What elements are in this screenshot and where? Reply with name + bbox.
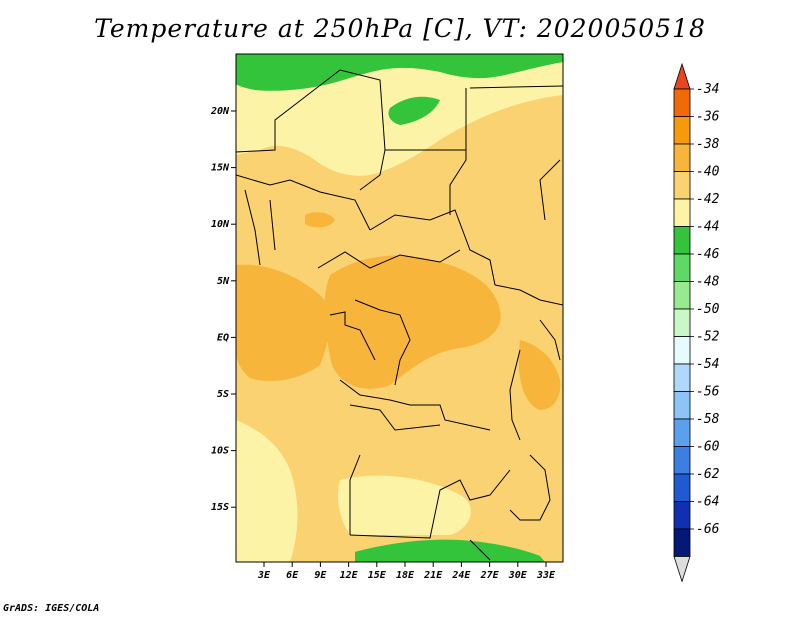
colorbar-label: -34 xyxy=(696,82,719,97)
lon-tick-label: 21E xyxy=(423,570,443,581)
colorbar-swatch xyxy=(673,171,691,200)
colorbar-label: -42 xyxy=(696,192,720,207)
colorbar-swatch xyxy=(673,528,691,557)
grads-credit: GrADS: IGES/COLA xyxy=(3,603,100,614)
warm-patch-nigeria xyxy=(305,212,335,228)
cold-band-north xyxy=(236,54,563,91)
colorbar-swatch xyxy=(673,363,691,392)
map-panel xyxy=(235,53,564,563)
colorbar-swatch xyxy=(673,446,691,475)
lon-tick-label: 18E xyxy=(396,570,415,581)
lon-tick-label: 3E xyxy=(257,570,271,581)
colorbar-swatch xyxy=(673,336,691,365)
lat-tick-label: 10N xyxy=(211,219,230,230)
lon-tick-label: 33E xyxy=(536,570,556,581)
colorbar-label: -62 xyxy=(696,467,720,482)
lon-tick-label: 6E xyxy=(286,570,299,581)
colorbar-swatch xyxy=(673,198,691,227)
colorbar: -34 -36 -38 -40 -42 -44 -46 -48 -50 -52 -54 -56 -58 -… xyxy=(673,62,720,583)
lat-axis: 20N 15N 10N 5N EQ 5S 10S 15S xyxy=(210,106,236,513)
lon-tick-label: 9E xyxy=(314,570,327,581)
colorbar-swatch xyxy=(673,253,691,282)
lon-tick-label: 30E xyxy=(508,570,528,581)
colorbar-label: -48 xyxy=(696,275,720,290)
colorbar-top-arrow xyxy=(673,62,691,90)
cold-patch-north xyxy=(388,96,440,125)
warm-patch-east xyxy=(518,340,561,410)
colorbar-label: -46 xyxy=(696,247,720,262)
map-frame xyxy=(235,53,564,563)
lon-axis: 3E 6E 9E 12E 15E 18E 21E 24E 27E 30E 33E xyxy=(257,562,556,581)
colorbar-label: -36 xyxy=(696,110,720,125)
colorbar-swatch xyxy=(673,308,691,337)
lat-tick-label: 15N xyxy=(211,163,230,174)
lat-tick-label: 5N xyxy=(217,276,230,287)
colorbar-label: -52 xyxy=(696,330,720,345)
colorbar-bottom-arrow xyxy=(673,556,691,583)
warm-patch-west xyxy=(236,264,330,382)
colorbar-swatch xyxy=(673,143,691,172)
lon-tick-label: 15E xyxy=(368,570,387,581)
colorbar-swatch xyxy=(673,391,691,420)
colorbar-swatch xyxy=(673,473,691,502)
lon-tick-label: 24E xyxy=(451,570,471,581)
colorbar-swatch xyxy=(673,88,691,117)
colorbar-label: -60 xyxy=(696,440,720,455)
colorbar-label: -40 xyxy=(696,165,720,180)
lon-tick-label: 27E xyxy=(480,570,500,581)
colorbar-swatch xyxy=(673,116,691,145)
colorbar-swatch xyxy=(673,281,691,310)
colorbar-swatch xyxy=(673,418,691,447)
lat-tick-label: EQ xyxy=(217,332,229,343)
colorbar-label: -64 xyxy=(696,495,719,510)
cool-band-southwest xyxy=(236,420,298,562)
lat-tick-label: 20N xyxy=(210,106,230,117)
lat-tick-label: 10S xyxy=(211,446,229,457)
colorbar-label: -66 xyxy=(696,522,720,537)
colorbar-label: -50 xyxy=(696,302,720,317)
colorbar-label: -44 xyxy=(696,220,719,235)
colorbar-swatch xyxy=(673,501,691,530)
warm-patch-congo xyxy=(324,255,501,389)
lon-tick-label: 12E xyxy=(340,570,359,581)
colorbar-label: -56 xyxy=(696,385,720,400)
colorbar-swatch xyxy=(673,226,691,255)
cold-band-south xyxy=(355,539,545,562)
colorbar-label: -58 xyxy=(696,412,720,427)
colorbar-label: -38 xyxy=(696,137,720,152)
lat-tick-label: 15S xyxy=(211,502,229,513)
colorbar-label: -54 xyxy=(696,357,719,372)
cool-band-south xyxy=(338,475,471,535)
country-borders xyxy=(236,69,563,561)
lat-tick-label: 5S xyxy=(217,389,229,400)
chart-title: Temperature at 250hPa [C], VT: 202005051… xyxy=(94,14,706,43)
